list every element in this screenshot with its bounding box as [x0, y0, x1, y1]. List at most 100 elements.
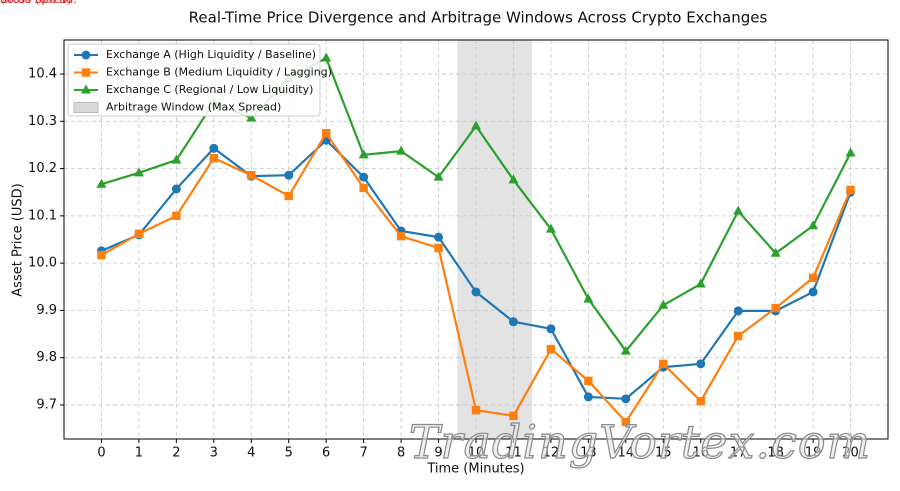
x-tick-label: 15	[655, 446, 672, 461]
legend-label: Arbitrage Window (Max Spread)	[106, 101, 281, 114]
x-tick-label: 19	[805, 446, 822, 461]
y-tick-label: 9.9	[36, 303, 57, 318]
legend-swatch	[73, 102, 99, 113]
marker	[808, 273, 818, 282]
marker	[97, 250, 106, 260]
x-axis-label: Time (Minutes)	[426, 462, 524, 477]
marker	[471, 120, 481, 130]
legend: Exchange A (High Liquidity / Baseline) Ex…	[67, 43, 332, 117]
marker	[808, 287, 818, 297]
marker	[696, 359, 706, 369]
marker	[770, 247, 781, 257]
y-tick-label: 9.7	[36, 397, 57, 412]
marker	[846, 185, 855, 195]
marker	[508, 174, 519, 184]
x-tick-label: 9	[434, 446, 442, 461]
marker	[733, 205, 744, 215]
y-tick-label: 10.3	[28, 114, 57, 129]
marker	[733, 331, 743, 341]
marker	[584, 376, 593, 386]
marker	[433, 171, 444, 181]
marker	[134, 229, 144, 239]
plot-frame	[63, 39, 889, 440]
marker	[696, 396, 705, 406]
x-tick-label: 3	[210, 446, 218, 461]
marker	[284, 170, 294, 180]
marker	[96, 178, 107, 188]
y-tick-label: 10.2	[28, 161, 57, 176]
marker	[209, 153, 219, 163]
marker	[172, 211, 181, 221]
x-tick-label: 0	[97, 446, 105, 461]
marker	[546, 324, 556, 334]
x-tick-label: 5	[285, 446, 293, 461]
x-tick-label: 12	[543, 446, 560, 461]
legend-box	[67, 43, 321, 117]
x-tick-label: 4	[247, 446, 255, 461]
marker	[771, 303, 780, 313]
marker	[620, 345, 631, 355]
y-tick-label: 10.4	[28, 67, 57, 82]
chart-title: Real-Time Price Divergence and Arbitrage…	[189, 9, 768, 27]
x-tick-label: 14	[618, 446, 635, 461]
marker	[659, 359, 668, 369]
y-tick-label: 10.0	[28, 256, 57, 271]
marker	[358, 149, 369, 159]
marker	[359, 172, 369, 182]
marker	[621, 394, 631, 404]
marker	[396, 231, 406, 241]
marker	[133, 167, 144, 177]
marker	[284, 191, 293, 201]
x-tick-label: 8	[397, 446, 405, 461]
marker	[583, 293, 594, 303]
x-tick-label: 18	[767, 446, 784, 461]
x-tick-label: 6	[322, 446, 330, 461]
marker	[509, 411, 518, 421]
marker	[247, 171, 256, 180]
marker	[171, 154, 182, 164]
marker	[621, 417, 631, 427]
marker	[583, 392, 593, 402]
arbitrage-window	[457, 40, 533, 439]
marker	[321, 128, 331, 138]
x-tick-label: 1	[135, 446, 143, 461]
marker	[209, 143, 219, 153]
marker	[81, 84, 91, 94]
x-tick-label: 13	[580, 446, 597, 461]
marker	[434, 243, 443, 253]
legend-label: Exchange C (Regional / Low Liquidity)	[106, 83, 313, 96]
annotation: $0.60 (6.0%)	[0, 0, 72, 6]
marker	[695, 278, 706, 288]
x-tick-label: 20	[842, 446, 859, 461]
marker	[359, 183, 368, 193]
x-tick-label: 7	[359, 446, 367, 461]
marker	[845, 147, 856, 157]
x-tick-label: 11	[505, 446, 522, 461]
marker	[546, 344, 556, 354]
watermark: TradingVortex.com	[409, 415, 871, 469]
legend-label: Exchange B (Medium Liquidity / Lagging)	[106, 66, 332, 79]
x-tick-label: 16	[692, 446, 709, 461]
marker	[246, 112, 257, 122]
y-axis-label: Asset Price (USD)	[11, 183, 26, 296]
y-tick-label: 9.8	[36, 350, 57, 365]
marker	[545, 223, 556, 233]
x-tick-label: 10	[468, 446, 485, 461]
marker	[471, 287, 481, 297]
marker	[81, 50, 91, 60]
x-tick-label: 17	[730, 446, 747, 461]
marker	[808, 220, 819, 230]
legend-label: Exchange A (High Liquidity / Baseline)	[106, 48, 316, 61]
marker	[321, 52, 332, 62]
marker	[171, 184, 181, 194]
marker	[81, 68, 91, 77]
annotation: Gross Spread:	[0, 0, 77, 6]
marker	[733, 306, 743, 316]
x-tick-label: 2	[172, 446, 180, 461]
marker	[396, 145, 407, 155]
marker	[434, 232, 444, 242]
marker	[658, 299, 669, 309]
marker	[471, 405, 481, 415]
marker	[508, 317, 518, 327]
